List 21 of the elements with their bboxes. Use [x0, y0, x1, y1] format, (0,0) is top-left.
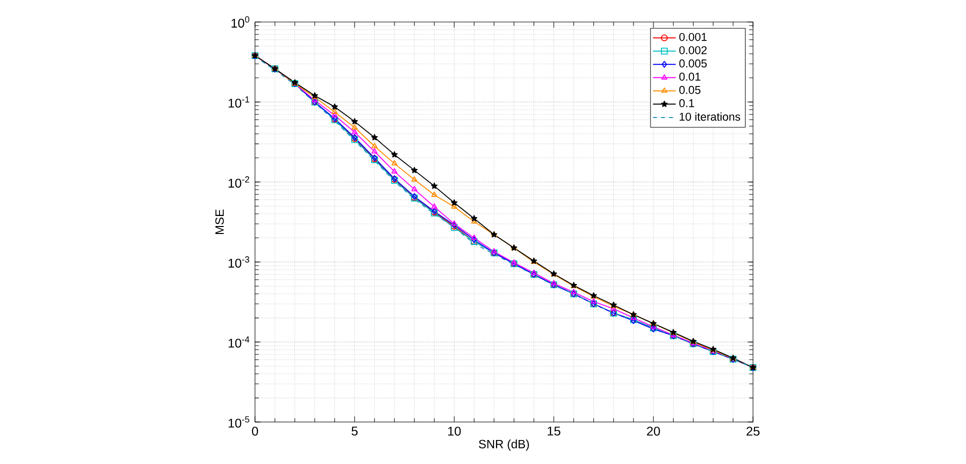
legend-label: 0.01 — [679, 72, 700, 81]
y-tick-label: 10$^{-1}$ — [228, 96, 250, 108]
x-tick-label: 20 — [646, 426, 660, 436]
y-tick-label: 10$^{-5}$ — [228, 416, 250, 428]
legend-label: 0.002 — [679, 46, 707, 54]
x-tick-label: 0 — [252, 426, 258, 436]
legend-label: 0.05 — [679, 86, 700, 94]
x-tick-label: 15 — [548, 426, 560, 436]
legend-label: 0.001 — [679, 32, 707, 41]
y-tick-label: 10$^{-4}$ — [228, 336, 250, 348]
y-tick-label: 10$^{0}$ — [232, 16, 250, 28]
y-tick-label: 10$^{-3}$ — [228, 256, 250, 268]
y-axis-title: MSE — [215, 210, 224, 234]
x-tick-label: 5 — [352, 426, 358, 436]
y-tick-label: 10$^{-2}$ — [228, 176, 250, 188]
x-tick-label: 10 — [448, 426, 461, 436]
legend-label: 10 iterations — [680, 112, 740, 121]
legend-label: 0.005 — [679, 59, 707, 68]
x-axis-title: SNR (dB) — [478, 440, 529, 451]
x-tick-label: 25 — [746, 426, 760, 436]
legend-label: 0.1 — [679, 99, 694, 108]
